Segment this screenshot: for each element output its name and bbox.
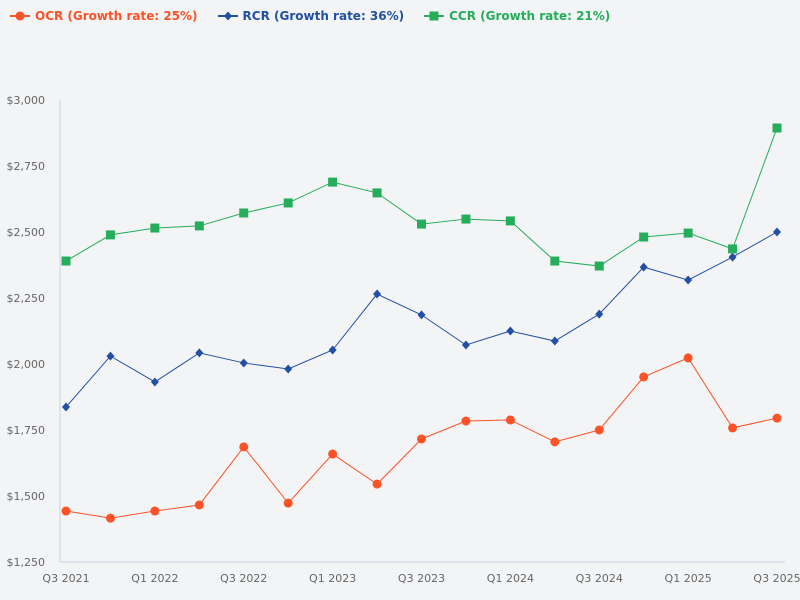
data-point: [505, 216, 515, 226]
data-point: [595, 309, 604, 319]
legend: OCR (Growth rate: 25%) RCR (Growth rate: …: [10, 9, 610, 23]
data-point: [639, 372, 649, 382]
legend-marker: [15, 11, 25, 21]
series-line: [65, 127, 778, 267]
y-tick-label: $2,750: [7, 160, 46, 173]
data-point: [417, 219, 426, 229]
y-tick-label: $1,250: [7, 556, 46, 569]
y-tick-label: $2,500: [7, 226, 46, 239]
data-point: [728, 252, 737, 262]
data-point: [461, 340, 470, 350]
data-point: [239, 358, 248, 368]
data-point: [150, 506, 160, 516]
data-point: [62, 402, 70, 412]
series-line: [65, 231, 778, 408]
x-tick-label: Q1 2022: [131, 572, 178, 585]
data-point: [373, 289, 382, 299]
diamond-marker-icon: [217, 11, 238, 21]
data-point: [505, 415, 515, 425]
data-point: [506, 326, 515, 336]
x-tick-label: Q3 2023: [398, 572, 445, 585]
y-tick-label: $1,500: [7, 490, 46, 503]
data-point: [328, 449, 338, 459]
data-point: [683, 353, 693, 363]
square-marker-icon: [424, 11, 445, 21]
data-point: [639, 262, 648, 272]
series-rcr: [62, 227, 781, 412]
data-point: [728, 244, 738, 254]
data-point: [372, 188, 382, 198]
data-point: [239, 442, 249, 452]
data-point: [639, 232, 649, 242]
data-point: [105, 230, 115, 240]
data-point: [773, 227, 781, 237]
data-point: [106, 351, 115, 361]
data-point: [461, 214, 471, 224]
legend-marker: [223, 11, 232, 21]
data-point: [772, 413, 782, 423]
y-tick-label: $2,000: [7, 358, 46, 371]
data-point: [283, 498, 293, 508]
legend-label: OCR (Growth rate: 25%): [35, 9, 198, 23]
circle-marker-icon: [10, 11, 30, 21]
data-point: [550, 336, 559, 346]
data-point: [194, 500, 204, 510]
series-ccr: [61, 123, 782, 271]
data-point: [594, 425, 604, 435]
data-point: [417, 310, 426, 320]
x-tick-label: Q3 2022: [220, 572, 267, 585]
legend-label: CCR (Growth rate: 21%): [449, 9, 611, 23]
x-tick-label: Q3 2025: [753, 572, 800, 585]
data-point: [328, 345, 337, 355]
x-tick-label: Q1 2025: [665, 572, 712, 585]
x-tick-label: Q3 2021: [42, 572, 89, 585]
legend-marker: [429, 11, 439, 21]
legend-item[interactable]: OCR (Growth rate: 25%): [10, 9, 198, 23]
data-point: [550, 437, 560, 447]
y-tick-label: $3,000: [7, 94, 46, 107]
data-point: [550, 256, 560, 266]
data-point: [61, 506, 71, 516]
data-point: [683, 228, 693, 238]
x-tick-label: Q1 2023: [309, 572, 356, 585]
data-point: [194, 221, 204, 231]
data-point: [284, 364, 293, 374]
data-point: [105, 513, 115, 523]
data-point: [195, 348, 204, 358]
legend-item[interactable]: CCR (Growth rate: 21%): [424, 9, 610, 23]
x-tick-label: Q1 2024: [487, 572, 534, 585]
data-point: [772, 123, 782, 133]
series-ocr: [61, 353, 782, 523]
data-point: [372, 479, 382, 489]
x-tick-label: Q3 2024: [576, 572, 623, 585]
data-point: [239, 208, 249, 218]
data-point: [328, 177, 338, 187]
data-point: [417, 434, 426, 444]
legend-label: RCR (Growth rate: 36%): [242, 9, 405, 23]
data-point: [283, 198, 293, 208]
legend-item[interactable]: RCR (Growth rate: 36%): [217, 9, 405, 23]
y-tick-label: $2,250: [7, 292, 46, 305]
data-point: [150, 377, 159, 387]
data-point: [61, 256, 71, 266]
data-point: [728, 423, 738, 433]
data-point: [461, 416, 471, 426]
data-point: [150, 223, 160, 233]
data-point: [594, 261, 604, 271]
y-tick-label: $1,750: [7, 424, 46, 437]
data-point: [684, 275, 693, 285]
